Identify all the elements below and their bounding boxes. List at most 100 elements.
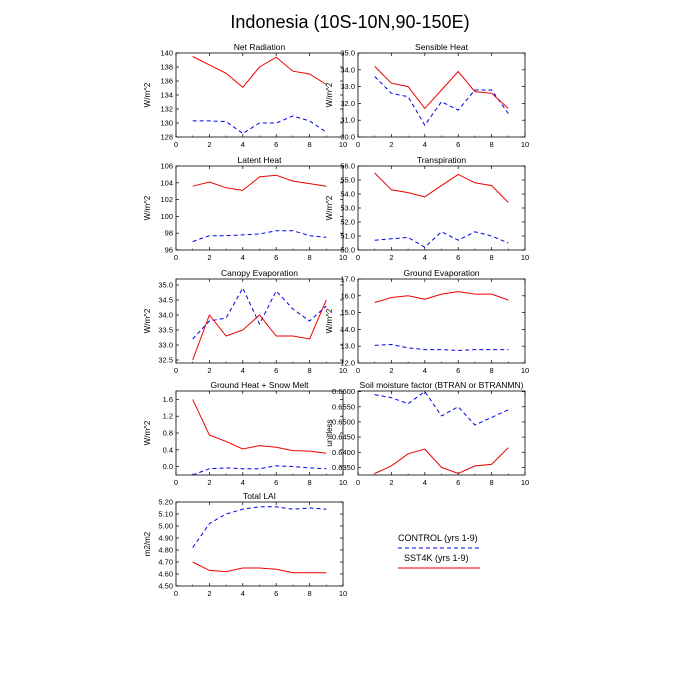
panel-ground-heat-snow-melt-title: Ground Heat + Snow Melt	[210, 380, 309, 390]
panel-soil-moisture-factor-btran-or-btranmn-xtick-label: 4	[423, 478, 427, 487]
panel-ground-evaporation-series-sst4k	[374, 291, 509, 303]
panel-sensible-heat-xtick-label: 8	[490, 140, 494, 149]
panel-ground-evaporation-xtick-label: 10	[521, 366, 529, 375]
panel-total-lai-xtick-label: 0	[174, 589, 178, 598]
panel-canopy-evaporation-xtick-label: 8	[308, 366, 312, 375]
panel-canopy-evaporation-xtick-label: 4	[241, 366, 245, 375]
panel-soil-moisture-factor-btran-or-btranmn-ytick-label: 0.6550	[332, 402, 355, 411]
panel-ground-evaporation-xtick-label: 4	[423, 366, 427, 375]
panel-ground-heat-snow-melt-xtick-label: 10	[339, 478, 347, 487]
panel-total-lai-ytick-label: 4.50	[158, 582, 173, 591]
panel-transpiration-xtick-label: 6	[456, 253, 460, 262]
panel-latent-heat-series-control	[192, 230, 327, 243]
panel-ground-evaporation-ytick-label: 17.0	[340, 275, 355, 284]
panel-ground-heat-snow-melt-ylabel: W/m^2	[143, 420, 152, 445]
panel-soil-moisture-factor-btran-or-btranmn-ytick-label: 0.6600	[332, 387, 355, 396]
panel-net-radiation-ytick-label: 140	[160, 49, 173, 58]
panel-net-radiation-title: Net Radiation	[234, 42, 286, 52]
panel-ground-evaporation-xtick-label: 8	[490, 366, 494, 375]
panel-ground-heat-snow-melt-xtick-label: 2	[207, 478, 211, 487]
panel-latent-heat-ylabel: W/m^2	[143, 195, 152, 220]
panel-latent-heat-ytick-label: 100	[160, 212, 173, 221]
panel-transpiration-ytick-label: 55.0	[340, 176, 355, 185]
panel-canopy-evaporation-xtick-label: 10	[339, 366, 347, 375]
panel-ground-evaporation-xtick-label: 6	[456, 366, 460, 375]
panel-sensible-heat-ylabel: W/m^2	[325, 82, 334, 107]
legend: CONTROL (yrs 1-9) SST4K (yrs 1-9)	[398, 533, 480, 569]
legend-item-control: CONTROL (yrs 1-9)	[398, 533, 480, 549]
panel-ground-heat-snow-melt: Ground Heat + Snow Melt 0 2 4 6 8 10 0.0 0.4 0.8 1…	[143, 380, 347, 487]
panel-soil-moisture-factor-btran-or-btranmn-xtick-label: 6	[456, 478, 460, 487]
panel-latent-heat-ytick-label: 96	[165, 246, 173, 255]
panel-transpiration-xtick-label: 2	[389, 253, 393, 262]
panel-canopy-evaporation-xtick-label: 2	[207, 366, 211, 375]
panel-latent-heat-series-sst4k	[192, 174, 327, 191]
panel-sensible-heat-series-sst4k	[374, 66, 509, 110]
panel-soil-moisture-factor-btran-or-btranmn-xtick-label: 8	[490, 478, 494, 487]
panel-latent-heat-xtick-label: 2	[207, 253, 211, 262]
panel-soil-moisture-factor-btran-or-btranmn-series-sst4k	[374, 447, 509, 475]
panel-ground-heat-snow-melt-xtick-label: 4	[241, 478, 245, 487]
panel-ground-evaporation-frame	[357, 278, 526, 364]
panel-net-radiation-xtick-label: 10	[339, 140, 347, 149]
panel-net-radiation-ylabel: W/m^2	[143, 82, 152, 107]
panel-ground-heat-snow-melt-frame	[175, 390, 344, 476]
panel-net-radiation-series-sst4k	[192, 56, 327, 89]
panel-total-lai-ytick-label: 4.80	[158, 546, 173, 555]
panel-latent-heat-xtick-label: 6	[274, 253, 278, 262]
panel-soil-moisture-factor-btran-or-btranmn-ytick-label: 0.6500	[332, 417, 355, 426]
panel-transpiration-ylabel: W/m^2	[325, 195, 334, 220]
panel-sensible-heat-xtick-label: 6	[456, 140, 460, 149]
panel-transpiration-xtick-label: 4	[423, 253, 427, 262]
panel-ground-heat-snow-melt-ytick-label: 1.2	[163, 412, 173, 421]
figure-title: Indonesia (10S-10N,90-150E)	[230, 12, 469, 32]
panel-ground-heat-snow-melt-series-control	[192, 465, 327, 476]
panel-total-lai-ytick-label: 4.60	[158, 570, 173, 579]
panel-latent-heat-frame	[175, 165, 344, 251]
panel-ground-evaporation-ytick-label: 15.0	[340, 308, 355, 317]
panel-soil-moisture-factor-btran-or-btranmn-ylabel: unitless	[325, 419, 334, 446]
panel-total-lai: Total LAI 0 2 4 6 8 10 4.50 4.60 4.70 4.80 4.90 5.00…	[143, 491, 347, 598]
panel-total-lai-ytick-label: 4.70	[158, 558, 173, 567]
panel-net-radiation-ytick-label: 138	[160, 63, 173, 72]
panel-net-radiation-xtick-label: 6	[274, 140, 278, 149]
panel-ground-evaporation-ytick-label: 14.0	[340, 325, 355, 334]
legend-label: CONTROL (yrs 1-9)	[398, 533, 478, 543]
panel-total-lai-xtick-label: 4	[241, 589, 245, 598]
panel-total-lai-ytick-label: 5.00	[158, 522, 173, 531]
panel-transpiration-ytick-label: 53.0	[340, 204, 355, 213]
panel-latent-heat-xtick-label: 0	[174, 253, 178, 262]
panel-net-radiation-ytick-label: 134	[160, 91, 173, 100]
legend-label: SST4K (yrs 1-9)	[404, 553, 469, 563]
panel-transpiration-series-sst4k	[374, 172, 509, 203]
panel-canopy-evaporation-ytick-label: 35.0	[158, 281, 173, 290]
panel-net-radiation: Net Radiation 0 2 4 6 8 10 128 130 132 134 136 138 14…	[143, 42, 347, 149]
panel-transpiration-xtick-label: 0	[356, 253, 360, 262]
panel-soil-moisture-factor-btran-or-btranmn: Soil moisture factor (BTRAN or BTRANMN) 0…	[325, 380, 529, 487]
panel-net-radiation-ytick-label: 132	[160, 105, 173, 114]
panel-latent-heat-ytick-label: 102	[160, 195, 173, 204]
panel-ground-heat-snow-melt-ytick-label: 0.0	[163, 462, 173, 471]
panel-transpiration-ytick-label: 56.0	[340, 162, 355, 171]
panel-sensible-heat-xtick-label: 4	[423, 140, 427, 149]
panel-soil-moisture-factor-btran-or-btranmn-title: Soil moisture factor (BTRAN or BTRANMN)	[360, 380, 524, 390]
panel-total-lai-xtick-label: 10	[339, 589, 347, 598]
panel-canopy-evaporation-xtick-label: 6	[274, 366, 278, 375]
panel-ground-evaporation-xtick-label: 0	[356, 366, 360, 375]
panel-canopy-evaporation-xtick-label: 0	[174, 366, 178, 375]
panel-ground-heat-snow-melt-xtick-label: 0	[174, 478, 178, 487]
panel-canopy-evaporation-title: Canopy Evaporation	[221, 268, 298, 278]
panel-sensible-heat-ytick-label: 35.0	[340, 49, 355, 58]
panel-latent-heat-title: Latent Heat	[238, 155, 283, 165]
panel-soil-moisture-factor-btran-or-btranmn-ytick-label: 0.6350	[332, 463, 355, 472]
panel-total-lai-ytick-label: 5.20	[158, 498, 173, 507]
panel-ground-heat-snow-melt-xtick-label: 8	[308, 478, 312, 487]
panel-latent-heat-ytick-label: 104	[160, 178, 173, 187]
panel-latent-heat-ytick-label: 98	[165, 229, 173, 238]
panel-transpiration-title: Transpiration	[417, 155, 467, 165]
panel-ground-heat-snow-melt-xtick-label: 6	[274, 478, 278, 487]
